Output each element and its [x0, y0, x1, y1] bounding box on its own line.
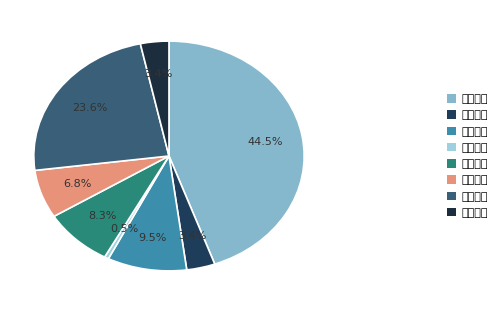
Text: 23.6%: 23.6%	[72, 103, 107, 113]
Text: 3.4%: 3.4%	[178, 232, 206, 241]
Wedge shape	[104, 156, 169, 259]
Wedge shape	[169, 41, 304, 264]
Text: 8.3%: 8.3%	[88, 211, 116, 221]
Wedge shape	[34, 44, 169, 170]
Wedge shape	[35, 156, 169, 216]
Text: 44.5%: 44.5%	[247, 137, 283, 147]
Text: 3.4%: 3.4%	[145, 69, 173, 79]
Wedge shape	[108, 156, 187, 271]
Wedge shape	[54, 156, 169, 257]
Wedge shape	[140, 41, 169, 156]
Text: 0.5%: 0.5%	[110, 224, 138, 234]
Wedge shape	[169, 156, 215, 270]
Text: 9.5%: 9.5%	[139, 232, 167, 243]
Legend: 小型客车, 中型客车, 大型客车, 微型货车, 小型货车, 中型货车, 重型货车, 微型客车: 小型客车, 中型客车, 大型客车, 微型货车, 小型货车, 中型货车, 重型货车…	[444, 91, 492, 221]
Text: 6.8%: 6.8%	[63, 178, 91, 188]
